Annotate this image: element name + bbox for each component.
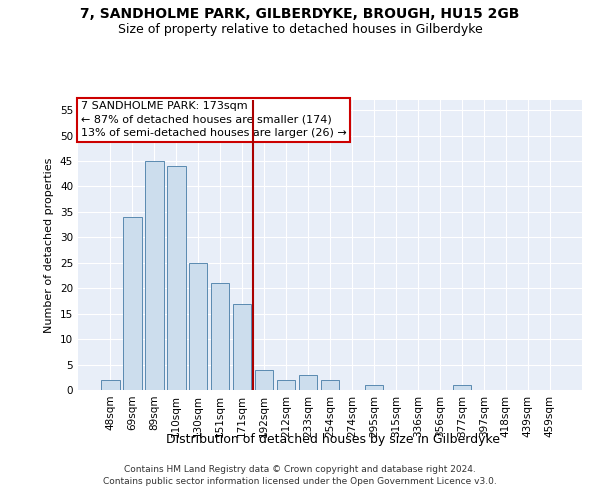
Bar — [255, 370, 274, 390]
Bar — [299, 374, 317, 390]
Bar — [211, 283, 229, 390]
Text: 7 SANDHOLME PARK: 173sqm
← 87% of detached houses are smaller (174)
13% of semi-: 7 SANDHOLME PARK: 173sqm ← 87% of detach… — [80, 102, 346, 138]
Bar — [365, 385, 383, 390]
Bar — [233, 304, 251, 390]
Bar — [452, 385, 471, 390]
Text: 7, SANDHOLME PARK, GILBERDYKE, BROUGH, HU15 2GB: 7, SANDHOLME PARK, GILBERDYKE, BROUGH, H… — [80, 8, 520, 22]
Bar — [101, 380, 119, 390]
Text: Distribution of detached houses by size in Gilberdyke: Distribution of detached houses by size … — [166, 432, 500, 446]
Bar — [123, 217, 142, 390]
Text: Size of property relative to detached houses in Gilberdyke: Size of property relative to detached ho… — [118, 22, 482, 36]
Bar — [320, 380, 340, 390]
Bar — [277, 380, 295, 390]
Bar — [189, 263, 208, 390]
Bar — [167, 166, 185, 390]
Bar — [145, 161, 164, 390]
Y-axis label: Number of detached properties: Number of detached properties — [44, 158, 55, 332]
Text: Contains HM Land Registry data © Crown copyright and database right 2024.: Contains HM Land Registry data © Crown c… — [124, 465, 476, 474]
Text: Contains public sector information licensed under the Open Government Licence v3: Contains public sector information licen… — [103, 478, 497, 486]
